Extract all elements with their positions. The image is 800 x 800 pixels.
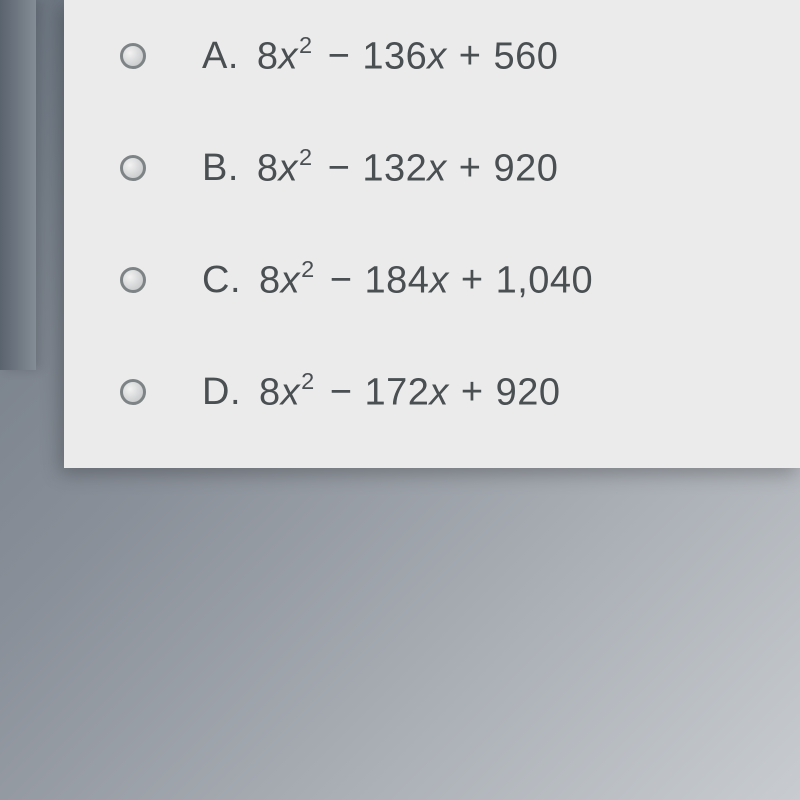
- const-c: 1,040: [496, 259, 594, 301]
- var-b: x: [429, 371, 449, 413]
- const-c: 920: [493, 147, 558, 189]
- page-edge-shadow: [0, 0, 36, 370]
- option-expression: 8x2−172x+920: [259, 370, 560, 415]
- coef-b: 184: [364, 259, 429, 301]
- radio-icon[interactable]: [120, 267, 146, 293]
- exp-a: 2: [301, 256, 315, 282]
- op2: +: [461, 371, 484, 413]
- coef-b: 172: [364, 371, 429, 413]
- var-a: x: [279, 147, 299, 189]
- option-c[interactable]: C. 8x2−184x+1,040: [64, 224, 800, 336]
- radio-icon[interactable]: [120, 379, 146, 405]
- var-a: x: [279, 35, 299, 77]
- coef-a: 8: [257, 35, 279, 77]
- op2: +: [461, 259, 484, 301]
- coef-b: 136: [362, 35, 427, 77]
- var-b: x: [427, 35, 447, 77]
- option-letter: C.: [202, 259, 241, 302]
- option-expression: 8x2−136x+560: [257, 34, 558, 79]
- op2: +: [459, 147, 482, 189]
- op1: −: [328, 35, 351, 77]
- radio-icon[interactable]: [120, 43, 146, 69]
- var-b: x: [429, 259, 449, 301]
- radio-icon[interactable]: [120, 155, 146, 181]
- exp-a: 2: [299, 32, 313, 58]
- option-expression: 8x2−184x+1,040: [259, 258, 593, 303]
- op1: −: [328, 147, 351, 189]
- var-b: x: [427, 147, 447, 189]
- option-letter: D.: [202, 371, 241, 414]
- option-letter: A.: [202, 35, 239, 78]
- option-c-body: C. 8x2−184x+1,040: [202, 258, 593, 303]
- coef-a: 8: [259, 371, 281, 413]
- option-a-body: A. 8x2−136x+560: [202, 34, 558, 79]
- op2: +: [459, 35, 482, 77]
- option-d-body: D. 8x2−172x+920: [202, 370, 560, 415]
- option-a[interactable]: A. 8x2−136x+560: [64, 0, 800, 112]
- option-d[interactable]: D. 8x2−172x+920: [64, 336, 800, 448]
- exp-a: 2: [299, 144, 313, 170]
- const-c: 920: [496, 371, 561, 413]
- exp-a: 2: [301, 368, 315, 394]
- const-c: 560: [493, 35, 558, 77]
- answer-card: A. 8x2−136x+560 B. 8x2−132x+920 C. 8x2−1…: [64, 0, 800, 468]
- option-expression: 8x2−132x+920: [257, 146, 558, 191]
- coef-a: 8: [257, 147, 279, 189]
- coef-a: 8: [259, 259, 281, 301]
- option-letter: B.: [202, 147, 239, 190]
- option-b[interactable]: B. 8x2−132x+920: [64, 112, 800, 224]
- coef-b: 132: [362, 147, 427, 189]
- var-a: x: [281, 371, 301, 413]
- op1: −: [330, 259, 353, 301]
- option-b-body: B. 8x2−132x+920: [202, 146, 558, 191]
- var-a: x: [281, 259, 301, 301]
- op1: −: [330, 371, 353, 413]
